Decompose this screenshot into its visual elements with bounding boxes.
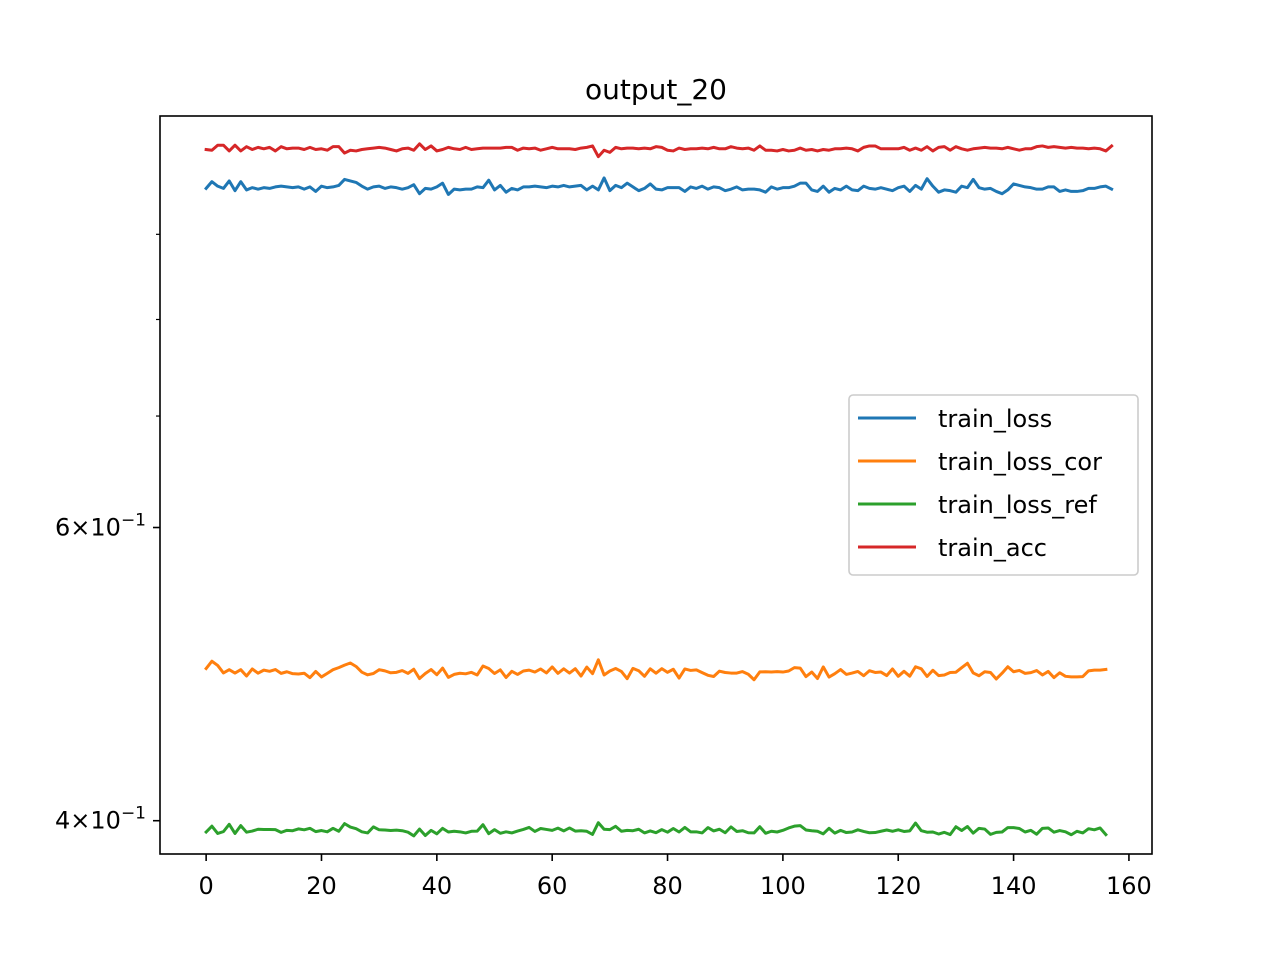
x-tick-label: 80 (652, 872, 683, 900)
x-tick-label: 40 (422, 872, 453, 900)
legend-label-train-loss-cor: train_loss_cor (938, 448, 1102, 476)
y-tick-label: 4×10−1 (55, 804, 146, 835)
series-line-train-loss-ref (204, 821, 1108, 838)
x-tick-label: 120 (875, 872, 921, 900)
x-tick-label: 20 (306, 872, 337, 900)
series-line-train-acc (204, 142, 1114, 159)
legend-label-train-loss: train_loss (938, 405, 1052, 433)
series-layer (204, 142, 1114, 838)
x-tick-label: 160 (1106, 872, 1152, 900)
x-tick-label: 100 (760, 872, 806, 900)
plot-frame (159, 115, 1153, 855)
x-tick-label: 140 (991, 872, 1037, 900)
x-tick-label: 0 (198, 872, 213, 900)
x-axis: 0 20 40 60 80 100 120 140 160 (198, 854, 1152, 900)
y-tick-label: 6×10−1 (55, 511, 146, 542)
series-line-train-loss (204, 176, 1114, 196)
y-axis: 6×10−1 4×10−1 (55, 233, 160, 835)
legend: train_loss train_loss_cor train_loss_ref… (848, 394, 1139, 576)
chart-title: output_20 (585, 73, 727, 106)
series-line-train-loss-cor (204, 658, 1108, 682)
legend-label-train-acc: train_acc (938, 534, 1047, 562)
legend-label-train-loss-ref: train_loss_ref (938, 491, 1097, 519)
x-tick-label: 60 (537, 872, 568, 900)
legend-frame (848, 394, 1139, 576)
